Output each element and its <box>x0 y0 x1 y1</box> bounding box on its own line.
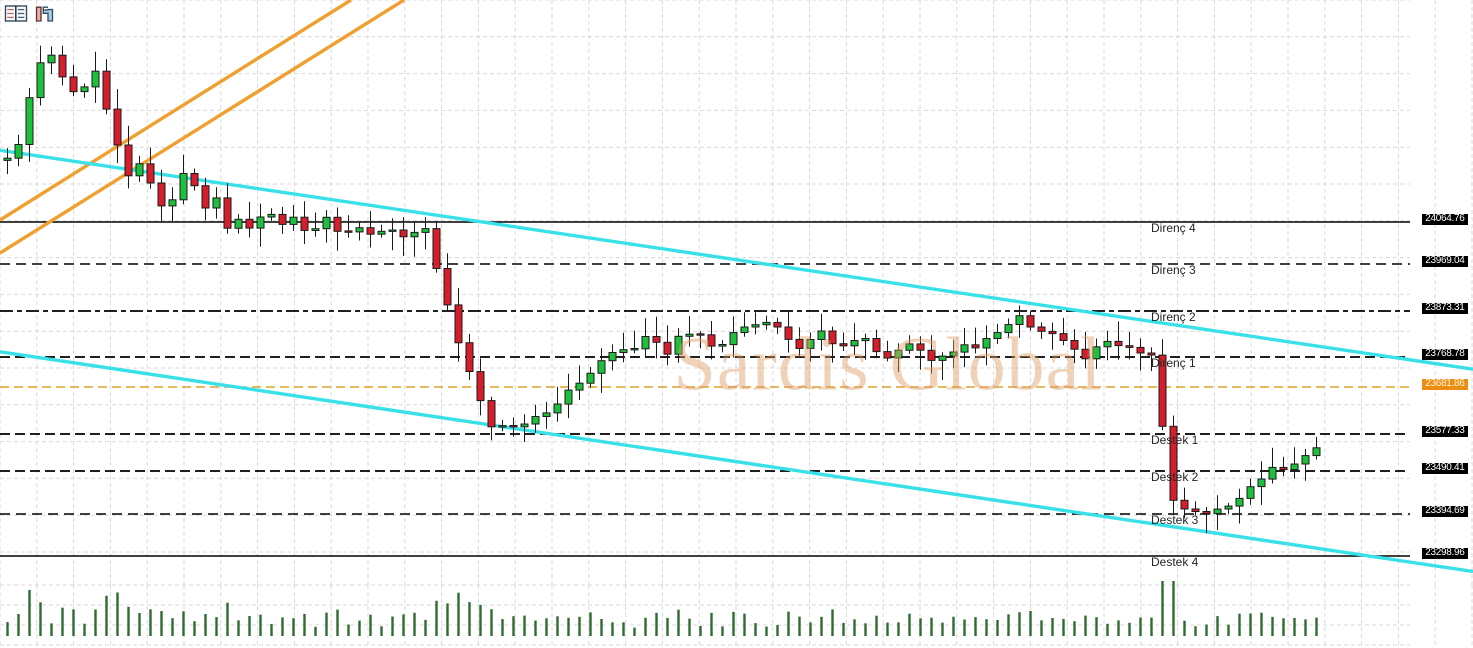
svg-text:Direnç 1: Direnç 1 <box>1151 356 1196 370</box>
svg-text:Destek 4: Destek 4 <box>1151 555 1199 569</box>
svg-text:Destek 1: Destek 1 <box>1151 433 1199 447</box>
svg-text:Destek 2: Destek 2 <box>1151 470 1199 484</box>
svg-text:Destek 3: Destek 3 <box>1151 513 1199 527</box>
svg-text:Direnç 2: Direnç 2 <box>1151 310 1196 324</box>
svg-text:Direnç 4: Direnç 4 <box>1151 221 1196 235</box>
svg-text:Direnç 3: Direnç 3 <box>1151 263 1196 277</box>
